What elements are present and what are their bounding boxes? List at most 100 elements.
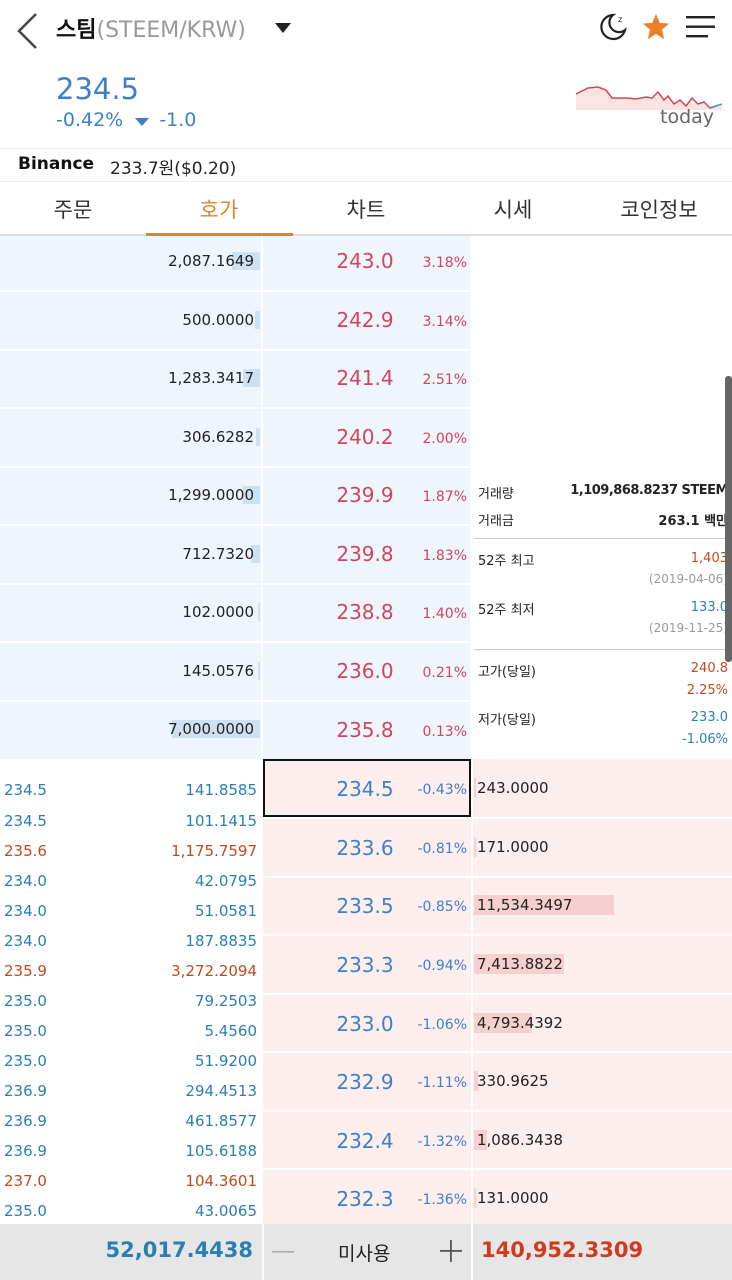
back-chevron-icon[interactable]: [14, 12, 40, 50]
scrollbar-thumb[interactable]: [725, 376, 732, 662]
volume-value: 1,109,868.8237 STEEM: [570, 483, 728, 498]
ask-price[interactable]: 239.9: [336, 483, 394, 507]
bid-price[interactable]: 232.9: [336, 1070, 394, 1094]
ask-qty: 102.0000: [182, 603, 254, 621]
trade-price: 235.9: [4, 962, 47, 980]
trade-qty: 1,175.7597: [171, 842, 257, 860]
bid-qty: 1,086.3438: [477, 1131, 563, 1149]
ask-pct: 3.18%: [422, 255, 467, 271]
bid-price[interactable]: 234.5: [336, 777, 394, 801]
binance-value: 233.7원($0.20): [110, 159, 237, 179]
tab-orderbook[interactable]: 호가: [199, 198, 239, 222]
bid-depth-bar: [474, 895, 614, 915]
day-low-label: 저가(당일): [478, 713, 536, 728]
bid-pct: -1.11%: [417, 1075, 467, 1091]
bid-price[interactable]: 232.4: [336, 1129, 394, 1153]
trade-qty: 104.3601: [185, 1172, 257, 1190]
ask-price[interactable]: 236.0: [336, 659, 394, 683]
trade-price: 236.9: [4, 1112, 47, 1130]
day-low-pct: -1.06%: [682, 732, 728, 747]
night-mode-moon-icon[interactable]: z: [598, 12, 628, 42]
ask-price[interactable]: 235.8: [336, 718, 394, 742]
bid-pct: -1.32%: [417, 1134, 467, 1150]
trade-qty: 105.6188: [185, 1142, 257, 1160]
trade-price: 235.0: [4, 1052, 47, 1070]
bid-price[interactable]: 233.5: [336, 894, 394, 918]
high52-date: (2019-04-06): [648, 572, 728, 586]
trade-qty: 42.0795: [194, 872, 257, 890]
ask-total: 52,017.4438: [105, 1238, 253, 1262]
trade-price: 234.0: [4, 872, 47, 890]
high52-label: 52주 최고: [478, 554, 535, 569]
ask-pct: 1.40%: [422, 606, 467, 622]
price-change-pct: -0.42%: [56, 109, 124, 131]
ask-depth-bar: [256, 428, 260, 446]
high52-value: 1,403: [690, 551, 728, 566]
unused-label[interactable]: 미사용: [338, 1243, 391, 1265]
bid-price[interactable]: 232.3: [336, 1187, 394, 1211]
coin-pair: (STEEM/KRW): [96, 18, 246, 43]
price-change-abs: -1.0: [159, 109, 197, 131]
active-tab-indicator: [146, 233, 293, 236]
trade-price: 237.0: [4, 1172, 47, 1190]
plus-icon[interactable]: [440, 1240, 462, 1262]
ask-depth-bar: [243, 486, 260, 504]
tab-order[interactable]: 주문: [53, 198, 93, 222]
bid-depth-bar: [474, 778, 476, 798]
bid-price[interactable]: 233.6: [336, 836, 394, 860]
dropdown-triangle-icon[interactable]: [274, 22, 292, 34]
ask-price[interactable]: 242.9: [336, 308, 394, 332]
bid-qty: 131.0000: [477, 1189, 549, 1207]
ask-qty: 500.0000: [182, 311, 254, 329]
trade-price: 234.0: [4, 932, 47, 950]
ask-price[interactable]: 238.8: [336, 600, 394, 624]
trade-qty: 79.2503: [194, 992, 257, 1010]
orderbook-footer: 52,017.4438 미사용 140,952.3309: [0, 1224, 732, 1280]
ask-pct: 2.00%: [422, 431, 467, 447]
ask-price[interactable]: 239.8: [336, 542, 394, 566]
favorite-star-icon[interactable]: [641, 12, 671, 42]
coin-name: 스팀: [56, 18, 97, 43]
tab-chart[interactable]: 차트: [346, 198, 386, 222]
ask-depth-bar: [251, 545, 260, 563]
coin-title[interactable]: 스팀(STEEM/KRW): [56, 12, 246, 44]
bid-pct: -0.43%: [417, 782, 467, 798]
bid-depth-bar: [474, 1188, 476, 1208]
bid-pct: -1.06%: [417, 1017, 467, 1033]
ask-price[interactable]: 243.0: [336, 249, 394, 273]
trade-price: 234.0: [4, 902, 47, 920]
bid-depth-bar: [474, 1130, 487, 1150]
binance-label: Binance: [18, 154, 95, 174]
svg-text:z: z: [618, 15, 622, 24]
trade-qty: 141.8585: [185, 781, 257, 799]
trade-price: 234.5: [4, 812, 47, 830]
ask-qty: 1,283.3417: [168, 369, 254, 387]
bid-price[interactable]: 233.3: [336, 953, 394, 977]
tab-quotes[interactable]: 시세: [493, 198, 533, 222]
minus-icon[interactable]: [272, 1250, 294, 1254]
ask-pct: 1.87%: [422, 489, 467, 505]
bid-qty: 171.0000: [477, 838, 549, 856]
amount-value: 263.1 백만: [658, 514, 728, 529]
bid-pct: -1.36%: [417, 1192, 467, 1208]
current-price: 234.5: [56, 72, 140, 106]
bid-total: 140,952.3309: [481, 1238, 644, 1262]
menu-icon[interactable]: [686, 15, 716, 39]
ask-depth-bar: [258, 662, 260, 680]
bid-price[interactable]: 233.0: [336, 1012, 394, 1036]
ask-qty: 2,087.1649: [168, 252, 254, 270]
day-high-value: 240.8: [690, 661, 728, 676]
price-change: -0.42% -1.0: [56, 109, 196, 131]
ask-price[interactable]: 241.4: [336, 366, 394, 390]
ask-price[interactable]: 240.2: [336, 425, 394, 449]
ask-qty: 7,000.0000: [168, 720, 254, 738]
bid-qty: 11,534.3497: [477, 896, 573, 914]
ask-pct: 0.13%: [422, 724, 467, 740]
tab-coin-info[interactable]: 코인정보: [620, 198, 698, 222]
volume-label: 거래량: [478, 487, 514, 502]
bid-depth-bar: [474, 1071, 478, 1091]
day-high-label: 고가(당일): [478, 665, 536, 680]
trade-price: 235.6: [4, 842, 47, 860]
trade-price: 236.9: [4, 1082, 47, 1100]
app-header: 스팀(STEEM/KRW) z: [0, 0, 732, 60]
